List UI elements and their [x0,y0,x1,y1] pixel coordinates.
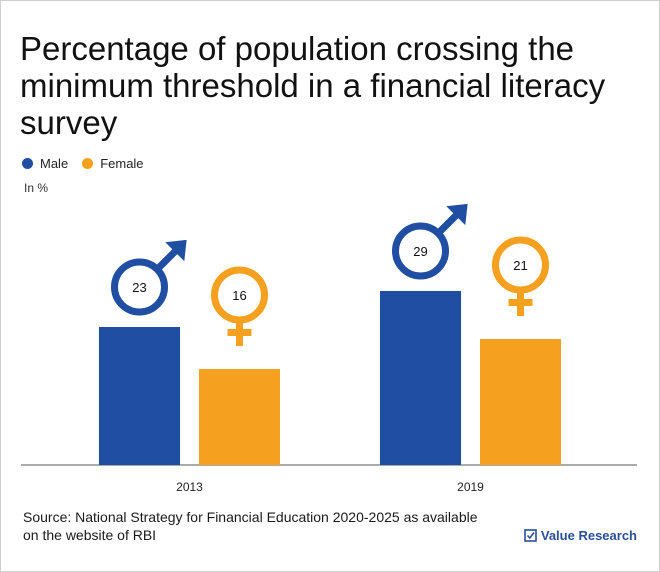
legend-label-male: Male [40,156,69,171]
unit-label: In % [24,181,49,195]
bar-female-2019 [480,339,561,465]
check-box-icon [524,529,537,542]
brand-logo: Value Research [524,528,637,543]
legend-swatch-female [82,158,94,169]
data-label-female-2013: 16 [232,288,246,303]
male-symbol-icon [111,258,168,316]
x-tick-label-2013: 2013 [176,480,203,494]
male-arrow-head [165,239,187,262]
female-symbol-icon [492,236,549,294]
data-label-male-2013: 23 [132,280,146,295]
female-cross-bar [508,299,533,306]
chart-title: Percentage of population crossing the mi… [20,30,606,141]
brand-name: Value Research [540,528,637,543]
legend: Male Female [22,156,158,171]
data-label-male-2019: 29 [413,244,427,259]
male-symbol-icon [392,222,449,280]
male-arrow-head [446,203,468,226]
female-symbol-icon [211,266,268,324]
legend-swatch-male [22,158,33,169]
legend-item-male: Male [22,156,68,171]
bar-female-2013 [199,369,280,465]
x-tick-label-2019: 2019 [457,480,484,494]
bar-male-2013 [99,327,180,465]
bar-male-2019 [380,291,461,465]
source-note: Source: National Strategy for Financial … [23,509,478,543]
female-cross-bar [227,329,252,336]
legend-label-female: Female [100,156,144,171]
legend-item-female: Female [82,156,144,171]
data-label-female-2019: 21 [513,258,527,273]
